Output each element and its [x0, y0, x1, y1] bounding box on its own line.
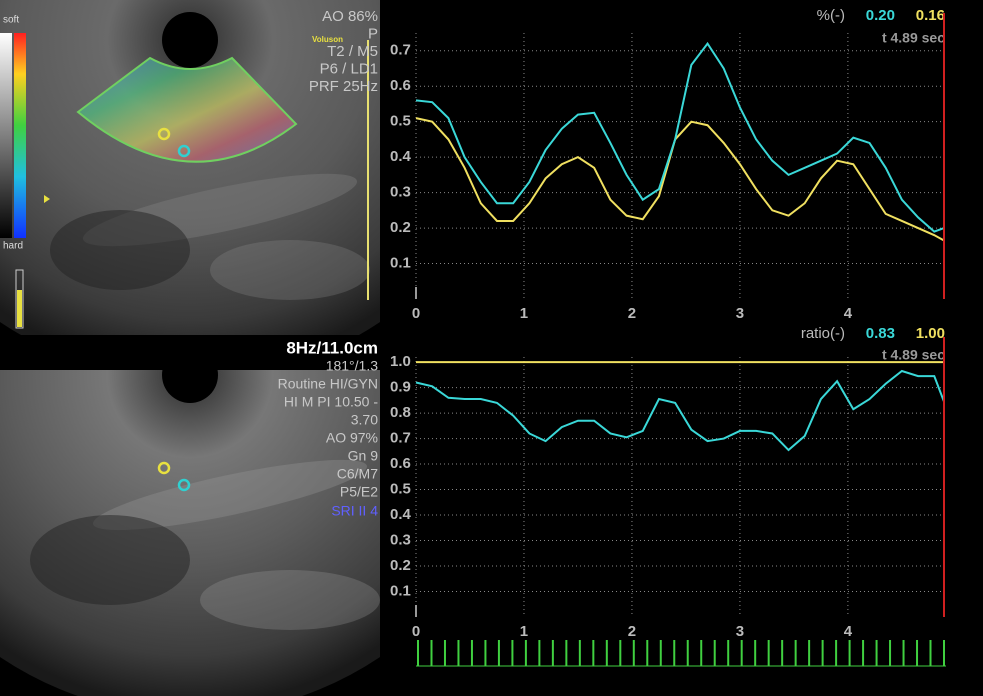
y-tick-label: 0.6: [390, 455, 411, 472]
gray-bar: [0, 33, 12, 238]
x-tick-label: 3: [736, 623, 744, 640]
param: 181°/1.3: [326, 358, 379, 374]
x-tick-label: 2: [628, 623, 636, 640]
param: AO 97%: [326, 430, 378, 446]
x-tick-label: 0: [412, 623, 420, 640]
bottom-mode: SRI II 4: [331, 503, 378, 519]
y-tick-label: 0.1: [390, 255, 411, 272]
unit-label: %(-): [817, 7, 845, 24]
y-tick-label: 0.5: [390, 113, 411, 130]
time-label: t 4.89 sec: [882, 30, 945, 46]
param: AO 86%: [322, 8, 378, 25]
y-tick-label: 0.1: [390, 582, 411, 599]
param: C6/M7: [337, 466, 378, 482]
y-tick-label: 1.0: [390, 353, 411, 370]
level-fill: [17, 290, 22, 327]
series-line: [415, 41, 945, 233]
ultrasound-bottom: [0, 370, 380, 696]
x-tick-label: 0: [412, 305, 420, 322]
y-tick-label: 0.2: [390, 557, 411, 574]
readout: 0.20: [866, 7, 895, 24]
y-tick-label: 0.8: [390, 404, 411, 421]
level-box: [15, 269, 24, 329]
param: P6 / LD1: [320, 60, 378, 77]
time-label: t 4.89 sec: [882, 347, 945, 363]
y-tick-label: 0.2: [390, 219, 411, 236]
x-tick-label: 4: [844, 305, 853, 322]
scale-bottom: hard: [3, 241, 23, 252]
color-bar: [14, 33, 26, 238]
readout: 1.00: [916, 325, 945, 342]
y-tick-label: 0.3: [390, 184, 411, 201]
x-tick-label: 1: [520, 305, 528, 322]
marker: [44, 195, 50, 203]
series-line: [415, 117, 945, 242]
scale-top: soft: [3, 15, 19, 26]
param: 3.70: [351, 412, 378, 428]
param: Gn 9: [348, 448, 379, 464]
brand: Voluson: [312, 35, 343, 44]
readout: 0.16: [916, 7, 945, 24]
y-tick-label: 0.9: [390, 379, 411, 396]
bottom-title: 8Hz/11.0cm: [286, 338, 378, 357]
y-tick-label: 0.5: [390, 481, 411, 498]
x-tick-label: 4: [844, 623, 853, 640]
y-tick-label: 0.3: [390, 531, 411, 548]
y-tick-label: 0.4: [390, 148, 412, 165]
param: HI M PI 10.50 -: [284, 394, 378, 410]
y-tick-label: 0.7: [390, 430, 411, 447]
unit-label: ratio(-): [801, 325, 845, 342]
param: T2 / M5: [327, 43, 378, 60]
readout: 0.83: [866, 325, 895, 342]
param: PRF 25Hz: [309, 78, 378, 95]
y-tick-label: 0.4: [390, 506, 412, 523]
x-tick-label: 1: [520, 623, 528, 640]
param: P: [368, 25, 378, 42]
y-tick-label: 0.6: [390, 77, 411, 94]
y-tick-label: 0.7: [390, 42, 411, 59]
x-tick-label: 2: [628, 305, 636, 322]
x-tick-label: 3: [736, 305, 744, 322]
param: P5/E2: [340, 484, 378, 500]
series-line: [415, 369, 945, 452]
ultrasound-top: [0, 0, 380, 335]
param: Routine HI/GYN: [278, 376, 378, 392]
